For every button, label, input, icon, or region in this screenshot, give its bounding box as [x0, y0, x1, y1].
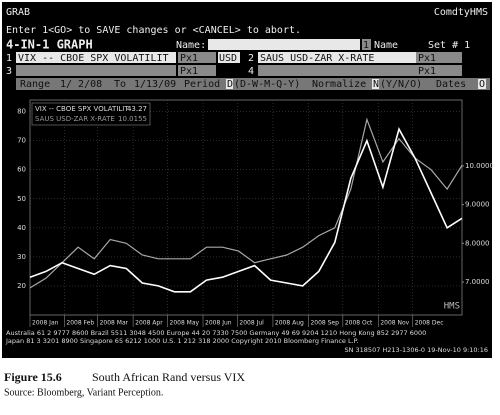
slot-number: 4	[248, 66, 254, 77]
field-name[interactable]: Px1	[180, 66, 198, 77]
normalize-input[interactable]	[372, 79, 379, 89]
x-tick-label: 2008 Dec	[415, 320, 444, 327]
y-tick-label: 30	[17, 253, 26, 261]
normalize-options: (Y/N/O)	[380, 79, 422, 90]
x-tick-label: 2008 May	[170, 320, 200, 327]
start-date[interactable]: 1/ 2/08	[60, 79, 102, 90]
to-label: To	[114, 79, 126, 90]
security-input[interactable]	[258, 52, 416, 63]
x-tick-label: 2008 Jun	[205, 320, 232, 327]
field-input[interactable]	[416, 65, 462, 76]
security-name[interactable]: VIX -- CBOE SPX VOLATILIT	[18, 53, 169, 64]
currency[interactable]: USD	[219, 53, 237, 64]
watermark: HMS	[444, 302, 460, 312]
app-name: GRAB	[6, 7, 30, 18]
period-options: (D-W-M-Q-Y)	[234, 79, 300, 90]
series-line	[29, 126, 463, 293]
x-tick-label: 2008 Nov	[380, 320, 409, 327]
instruction: Enter 1<GO> to SAVE changes or <CANCEL> …	[6, 25, 301, 36]
range-bar	[16, 78, 490, 90]
legend	[31, 102, 151, 126]
footer-line: SN 318507 H213-1306-0 19-Nov-10 9:10:16	[344, 346, 488, 354]
period-input[interactable]	[226, 79, 233, 89]
dates[interactable]: O	[479, 79, 485, 90]
name-button[interactable]: Name	[374, 40, 398, 51]
plot-frame	[29, 99, 463, 316]
x-tick-label: 2008 Sep	[310, 320, 339, 327]
set-label: Set # 1	[428, 40, 470, 51]
y-tick-label: 50	[17, 195, 26, 203]
y-tick-label: 80	[17, 108, 26, 116]
dates-label: Dates	[436, 79, 466, 90]
legend-value: 43.27	[127, 105, 147, 113]
screen-title: 4-IN-1 GRAPH	[6, 38, 93, 52]
footer-line: Japan 81 3 3201 8900 Singapore 65 6212 1…	[5, 337, 359, 345]
y2-tick-label: 9.0000	[465, 201, 490, 209]
field-input[interactable]	[178, 65, 216, 76]
security-input[interactable]	[16, 65, 176, 76]
field-input[interactable]	[178, 52, 216, 63]
product: ComdtyHMS	[434, 7, 488, 18]
slot-number: 1	[6, 53, 12, 64]
name-button-box[interactable]	[362, 39, 371, 50]
y2-tick-label: 7.0000	[465, 278, 490, 286]
dates-input[interactable]	[478, 79, 486, 89]
y-tick-label: 40	[17, 224, 26, 232]
normalize-label: Normalize	[312, 79, 366, 90]
x-tick-label: 2008 Apr	[135, 320, 163, 327]
x-tick-label: 2008 Oct	[345, 320, 373, 327]
legend-value: 10.0155	[118, 115, 147, 123]
period[interactable]: D	[227, 79, 233, 90]
x-tick-label: 2008 Feb	[66, 320, 94, 327]
figure-label: Figure 15.6	[4, 370, 62, 384]
y-tick-label: 70	[17, 137, 26, 145]
footer-line: Australia 61 2 9777 8600 Brazil 5511 304…	[6, 329, 426, 337]
slot-number: 3	[6, 66, 12, 77]
currency-input[interactable]	[218, 52, 240, 63]
y-tick-label: 20	[17, 282, 26, 290]
range-label: Range	[20, 79, 50, 90]
x-tick-label: 2008 Jul	[239, 320, 264, 327]
slot-number: 2	[248, 53, 254, 64]
name-input[interactable]	[208, 39, 360, 50]
field-name[interactable]: Px1	[180, 53, 198, 64]
normalize[interactable]: N	[373, 79, 379, 90]
field-name[interactable]: Px1	[418, 66, 436, 77]
x-tick-label: 2008 Aug	[275, 320, 304, 327]
name-button-num[interactable]: 1	[363, 40, 369, 51]
period-label: Period	[184, 79, 220, 90]
security-name[interactable]: SAUS USD-ZAR X-RATE	[260, 53, 374, 64]
x-tick-label: 2008 Jan	[32, 320, 59, 327]
legend-label: SAUS USD-ZAR X-RATE	[35, 115, 115, 123]
name-label: Name:	[176, 40, 206, 51]
figure-title: South African Rand versus VIX	[92, 370, 245, 384]
y2-tick-label: 8.0000	[465, 239, 490, 247]
field-input[interactable]	[416, 52, 462, 63]
y-tick-label: 60	[17, 166, 26, 174]
figure-source: Source: Bloomberg, Variant Perception.	[4, 387, 163, 398]
x-tick-label: 2008 Mar	[100, 320, 129, 327]
series-line	[29, 117, 463, 289]
end-date[interactable]: 1/13/09	[134, 79, 176, 90]
legend-label: VIX -- CBOE SPX VOLATILIT	[35, 105, 129, 113]
security-input[interactable]	[258, 65, 416, 76]
y2-tick-label: 10.0000	[465, 162, 494, 170]
field-name[interactable]: Px1	[418, 53, 436, 64]
security-input[interactable]	[16, 52, 176, 63]
